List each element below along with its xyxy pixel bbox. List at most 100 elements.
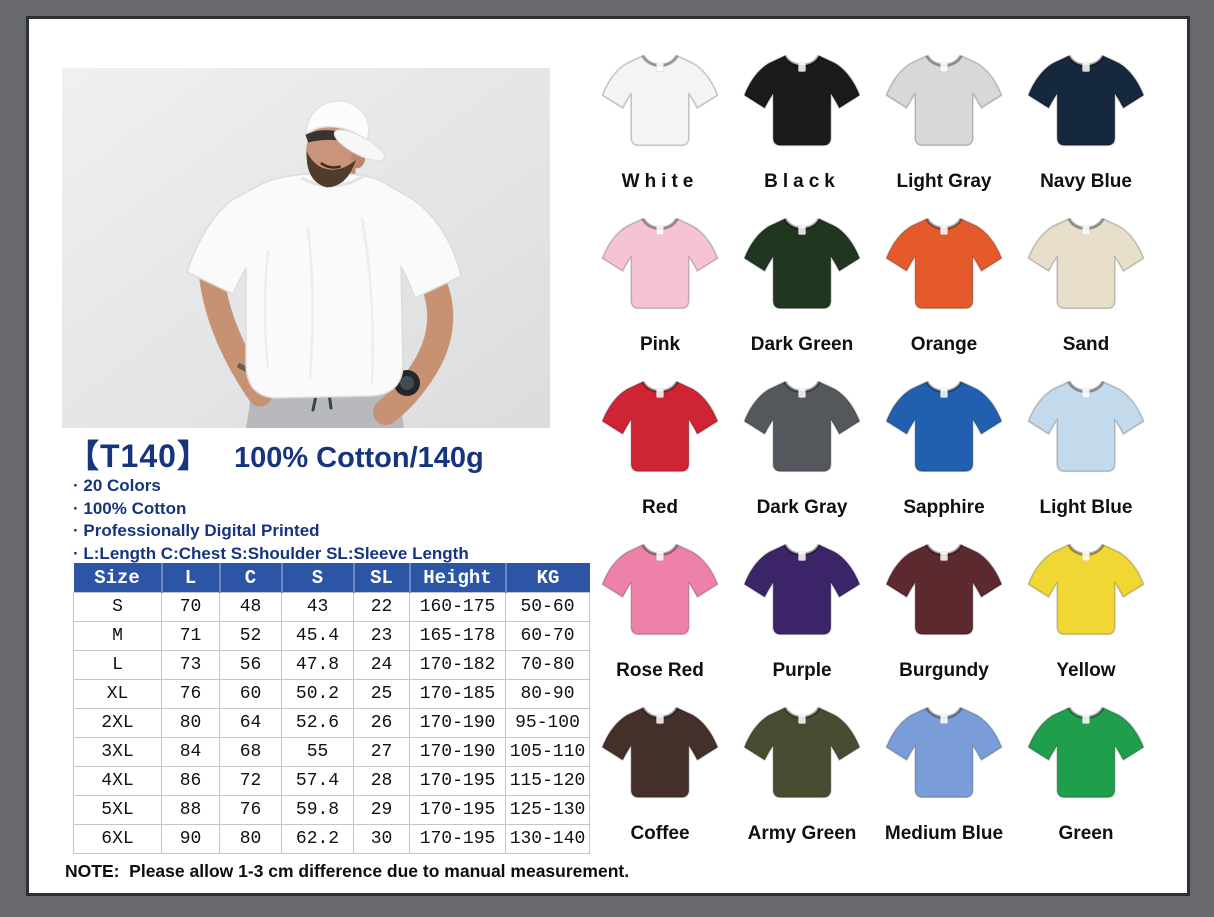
col-header-shoulder: S [281,563,355,593]
tshirt-icon [600,705,720,800]
tshirt-icon [742,705,862,800]
tshirt-icon [600,216,720,311]
color-label: Yellow [1056,660,1116,681]
table-cell: 52 [219,621,282,651]
table-cell: 160-175 [409,592,506,622]
table-cell: 80-90 [505,679,590,709]
tshirt-icon [1026,216,1146,311]
tshirt-icon [884,53,1004,148]
color-swatch: Light Blue [1015,373,1157,536]
color-label: Burgundy [899,660,989,681]
color-label: Red [642,497,678,518]
table-cell: 130-140 [505,824,590,854]
table-cell: S [73,592,162,622]
table-cell: 23 [353,621,410,651]
table-cell: M [73,621,162,651]
table-cell: 170-182 [409,650,506,680]
color-label: Dark Gray [756,497,848,518]
tshirt-icon [884,542,1004,637]
col-header-height: Height [409,563,507,593]
color-swatch: Light Gray [873,47,1015,210]
color-swatch: Pink [589,210,731,373]
tshirt-icon [600,379,720,474]
table-cell: 84 [161,737,220,767]
table-cell: 170-195 [409,824,506,854]
table-cell: 170-190 [409,708,506,738]
table-cell: 48 [219,592,282,622]
table-cell: 27 [353,737,410,767]
color-label: Pink [639,334,681,355]
tshirt-icon [1026,542,1146,637]
table-cell: 55 [281,737,354,767]
color-label: White [621,171,699,192]
color-swatch: Orange [873,210,1015,373]
color-label: Black [764,171,840,192]
feature-item: · 20 Colors [73,476,161,495]
table-cell: XL [73,679,162,709]
product-code: 【T140】 [67,438,210,474]
color-swatch: Medium Blue [873,699,1015,862]
col-header-length: L [161,563,221,593]
tshirt-icon [742,542,862,637]
color-swatch: Navy Blue [1015,47,1157,210]
color-swatch: Dark Green [731,210,873,373]
color-label: Sapphire [903,497,985,518]
table-row: 2XL 80 64 52.6 26 170-190 95-100 [73,708,590,738]
table-cell: 70 [161,592,220,622]
feature-item: · Professionally Digital Printed [73,521,320,540]
table-cell: 60-70 [505,621,590,651]
color-label: Medium Blue [884,823,1004,844]
table-row: 6XL 90 80 62.2 30 170-195 130-140 [73,824,590,854]
col-header-kg: KG [505,563,590,593]
table-cell: 165-178 [409,621,506,651]
table-cell: 28 [353,766,410,796]
table-cell: 22 [353,592,410,622]
table-cell: 71 [161,621,220,651]
table-row: M 71 52 45.4 23 165-178 60-70 [73,621,590,651]
color-swatch: Coffee [589,699,731,862]
table-cell: 73 [161,650,220,680]
color-swatch: Army Green [731,699,873,862]
table-cell: 6XL [73,824,162,854]
size-table: Size L C S SL Height KG S 70 48 43 22 160-175… [73,563,590,854]
feature-list: · 20 Colors · 100% Cotton · Professional… [73,475,469,565]
table-cell: 26 [353,708,410,738]
col-header-chest: C [219,563,283,593]
tshirt-icon [600,53,720,148]
table-cell: 70-80 [505,650,590,680]
tshirt-icon [1026,705,1146,800]
table-cell: 57.4 [281,766,354,796]
table-row: XL 76 60 50.2 25 170-185 80-90 [73,679,590,709]
table-cell: 86 [161,766,220,796]
table-row: 3XL 84 68 55 27 170-190 105-110 [73,737,590,767]
color-label: Sand [1062,334,1110,355]
feature-item: · 100% Cotton [73,498,187,518]
table-cell: 76 [161,679,220,709]
color-label: Army Green [747,823,857,844]
table-cell: 170-185 [409,679,506,709]
table-cell: 80 [161,708,220,738]
table-row: 5XL 88 76 59.8 29 170-195 125-130 [73,795,590,825]
tshirt-icon [884,216,1004,311]
tshirt-icon [600,542,720,637]
color-label: Green [1058,823,1114,844]
table-cell: 115-120 [505,766,590,796]
table-cell: 45.4 [281,621,354,651]
table-cell: 95-100 [505,708,590,738]
table-cell: 24 [353,650,410,680]
color-swatch: Rose Red [589,536,731,699]
table-cell: 43 [281,592,354,622]
table-cell: 30 [353,824,410,854]
tshirt-icon [1026,53,1146,148]
table-cell: 76 [219,795,282,825]
model-photo [62,68,550,428]
color-swatch: Black [731,47,873,210]
table-cell: 29 [353,795,410,825]
product-name: 100% Cotton/140g [233,442,484,474]
tshirt-icon [884,705,1004,800]
table-cell: 80 [219,824,282,854]
col-header-size: Size [73,563,163,593]
color-label: Orange [910,334,978,355]
color-swatch: Red [589,373,731,536]
table-cell: 4XL [73,766,162,796]
